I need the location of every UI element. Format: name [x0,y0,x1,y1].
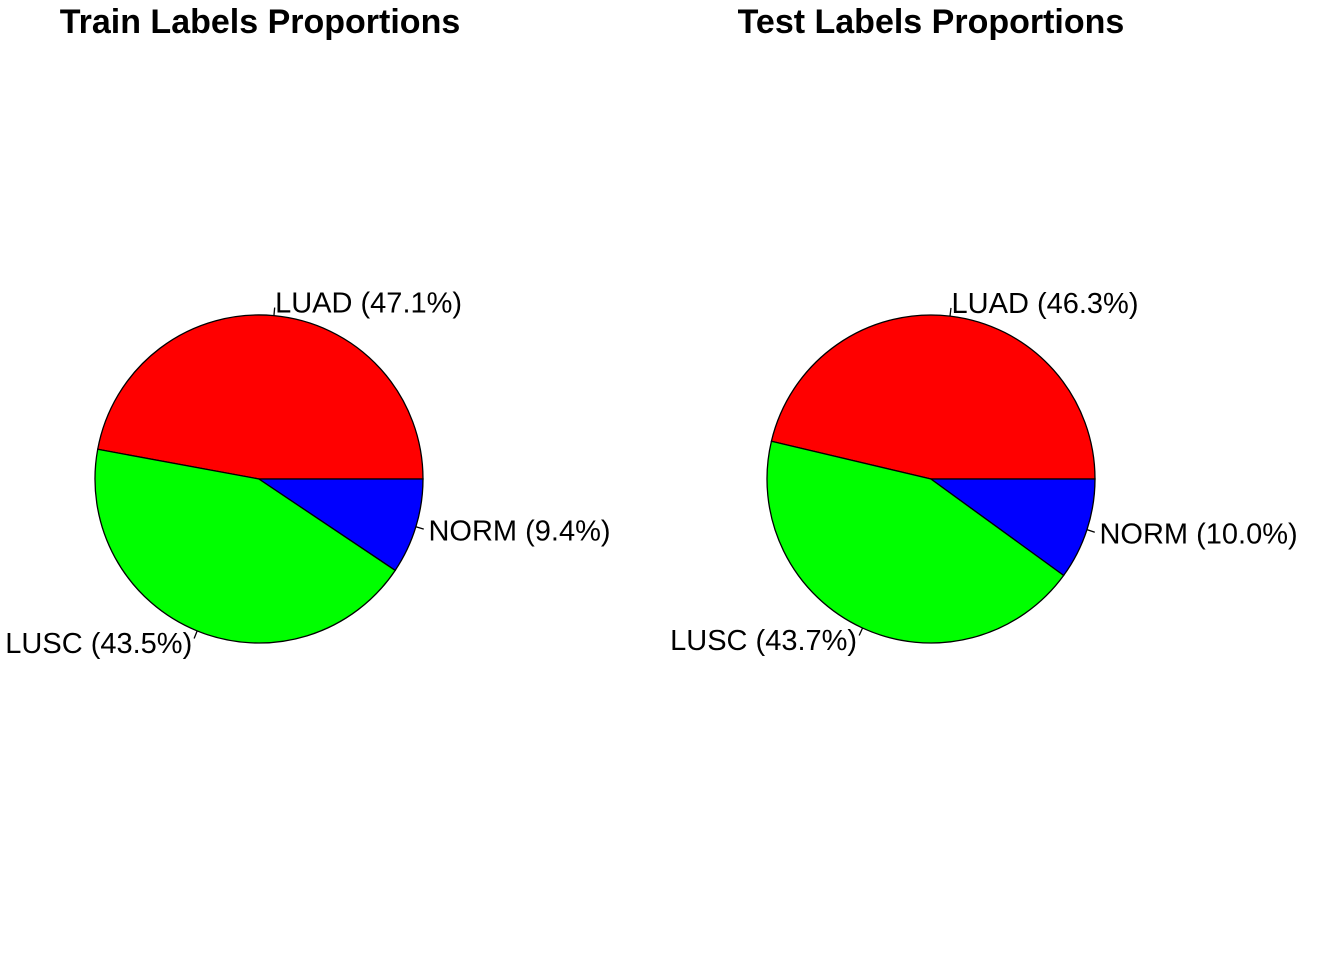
train-leader-norm [415,526,424,530]
train-label-norm: NORM (9.4%) [428,516,610,548]
train-slice-luad [96,314,424,480]
test-leader-norm [1086,529,1095,533]
test-label-norm: NORM (10.0%) [1099,519,1297,551]
train-leader-luad [273,307,276,316]
test-label-luad: LUAD (46.3%) [952,288,1139,320]
test-pie-chart: Test Labels Proportions LUAD (46.3%) LUSC… [670,3,1298,657]
train-leader-lusc [193,630,198,639]
train-label-luad: LUAD (47.1%) [275,288,462,320]
train-label-lusc: LUSC (43.5%) [5,628,192,660]
test-slice-lusc [766,440,1065,644]
train-chart-title: Train Labels Proportions [60,3,461,41]
test-chart-title: Test Labels Proportions [738,3,1125,41]
train-pie-chart: Train Labels Proportions LUAD (47.1%) LUS… [5,3,610,660]
test-label-lusc: LUSC (43.7%) [670,625,857,657]
train-slice-lusc [94,448,397,644]
test-leader-luad [949,307,952,317]
test-slice-luad [770,314,1096,480]
test-leader-lusc [858,627,864,636]
